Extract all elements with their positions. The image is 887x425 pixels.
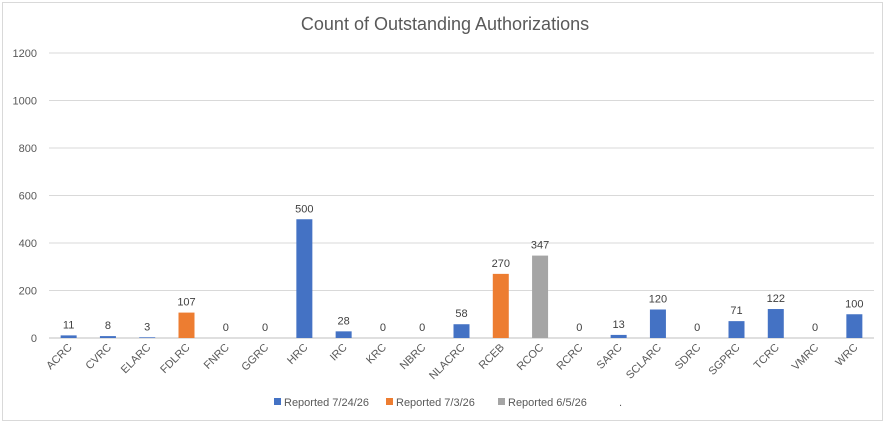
- x-tick-label: GGRC: [239, 342, 271, 374]
- legend-swatch: [386, 398, 393, 405]
- bar-chart: Count of Outstanding Authorizations 0 200…: [13, 14, 874, 409]
- data-label: 3: [144, 321, 150, 333]
- x-tick-label: RCEB: [477, 342, 507, 372]
- x-tick-label: WRC: [833, 342, 860, 369]
- data-label: 100: [845, 298, 863, 310]
- x-tick-label: RCRC: [555, 342, 586, 373]
- bars: [60, 219, 863, 338]
- data-labels: 11 8 3 107 0 0 500 28 0 0 58 270 347 0 13 120 0 71 122 0 100: [63, 203, 864, 334]
- x-tick-label: VMRC: [790, 342, 821, 373]
- legend-entry: Reported 6/5/26: [508, 397, 587, 409]
- legend-swatch: [274, 398, 281, 405]
- data-label: 500: [295, 203, 313, 215]
- data-label: 8: [105, 320, 111, 332]
- bar-elarc: [139, 337, 156, 338]
- x-tick-label: FNRC: [202, 342, 232, 372]
- x-tick-label: IRC: [328, 342, 350, 364]
- x-tick-label: ELARC: [119, 342, 153, 376]
- data-label: 0: [812, 322, 818, 334]
- bar-rceb: [492, 273, 509, 338]
- x-tick-label: SCLARC: [624, 342, 664, 382]
- y-axis-ticks: 0 200 400 600 800 1000 1200: [13, 48, 37, 345]
- x-tick-label: KRC: [364, 342, 389, 367]
- y-tick-label: 200: [19, 286, 37, 298]
- data-label: 107: [177, 297, 195, 309]
- bar-hrc: [296, 219, 313, 338]
- x-tick-label: SGPRC: [706, 342, 742, 378]
- data-label: 58: [455, 308, 467, 320]
- legend-entry: Reported 7/24/26: [284, 397, 369, 409]
- data-label: 0: [380, 322, 386, 334]
- bar-nlacrc: [453, 324, 470, 338]
- bar-sclarc: [649, 309, 666, 338]
- data-label: 122: [767, 293, 785, 305]
- data-label: 13: [613, 319, 625, 331]
- x-axis-labels: ACRC CVRC ELARC FDLRC FNRC GGRC HRC IRC KRC NBRCN…: [44, 342, 860, 383]
- y-tick-label: 800: [19, 143, 37, 155]
- bar-irc: [335, 331, 352, 338]
- x-tick-label: ACRC: [44, 342, 75, 373]
- x-tick-label: CVRC: [84, 342, 115, 373]
- legend-extra: .: [619, 397, 622, 409]
- x-tick-label: NBRC: [398, 342, 429, 373]
- bar-sgprc: [728, 321, 745, 338]
- y-tick-label: 1200: [13, 48, 37, 60]
- bar-fdlrc: [178, 312, 195, 338]
- legend-swatch: [498, 398, 505, 405]
- gridlines: [49, 52, 874, 339]
- chart-title: Count of Outstanding Authorizations: [301, 14, 589, 34]
- bar-wrc: [846, 314, 863, 338]
- x-tick-label: SDRC: [673, 342, 704, 373]
- bar-tcrc: [767, 309, 784, 338]
- data-label: 0: [262, 322, 268, 334]
- x-tick-label: HRC: [285, 342, 310, 367]
- bar-cvrc: [99, 336, 116, 338]
- x-tick-label: FDLRC: [158, 342, 192, 376]
- data-label: 0: [223, 322, 229, 334]
- x-tick-label: NLACRC: [427, 342, 468, 383]
- data-label: 347: [531, 240, 549, 252]
- bar-rcoc: [532, 255, 549, 338]
- bar-sarc: [610, 334, 627, 338]
- chart-area: Count of Outstanding Authorizations 0 200…: [2, 2, 883, 421]
- data-label: 0: [694, 322, 700, 334]
- data-label: 270: [492, 258, 510, 270]
- x-tick-label: TCRC: [752, 342, 782, 372]
- bar-acrc: [60, 335, 77, 338]
- x-tick-label: RCOC: [515, 342, 546, 373]
- y-tick-label: 600: [19, 191, 37, 203]
- data-label: 120: [649, 294, 667, 306]
- data-label: 28: [338, 315, 350, 327]
- y-tick-label: 0: [31, 333, 37, 345]
- x-tick-label: SARC: [595, 342, 625, 372]
- data-label: 71: [730, 305, 742, 317]
- data-label: 0: [419, 322, 425, 334]
- data-label: 0: [576, 322, 582, 334]
- y-tick-label: 1000: [13, 96, 37, 108]
- legend-entry: Reported 7/3/26: [396, 397, 475, 409]
- y-tick-label: 400: [19, 238, 37, 250]
- data-label: 11: [63, 319, 74, 331]
- legend: Reported 7/24/26 Reported 7/3/26 Reported …: [274, 397, 622, 409]
